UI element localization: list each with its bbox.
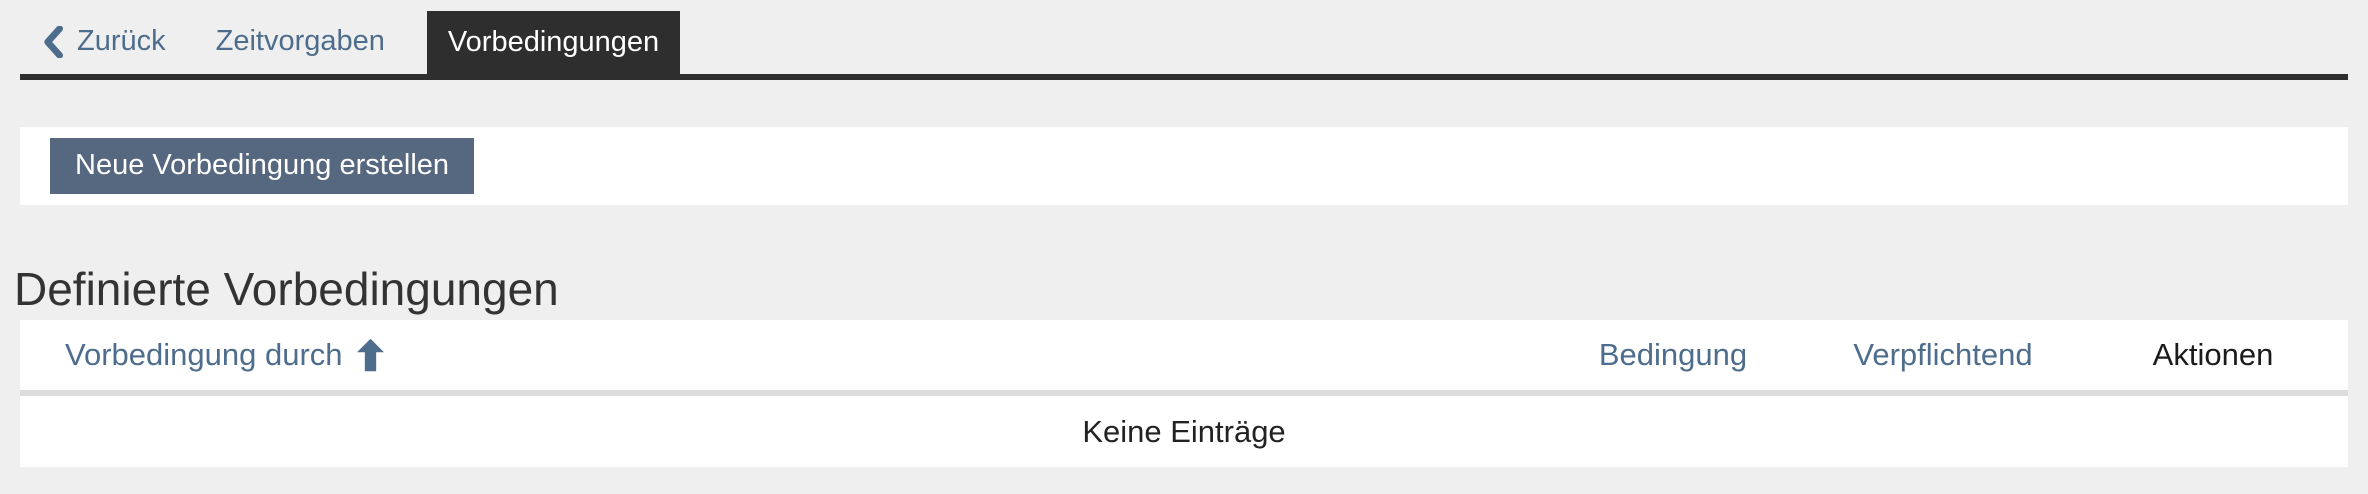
column-header-verpflichtend-cell: Verpflichtend	[1808, 337, 2078, 373]
column-header-verpflichtend[interactable]: Verpflichtend	[1853, 337, 2033, 372]
empty-message: Keine Einträge	[1082, 413, 1286, 449]
chevron-left-icon	[42, 25, 64, 58]
table-empty-row: Keine Einträge	[20, 396, 2348, 467]
arrow-up-icon	[356, 338, 384, 372]
tab-vorbedingungen-label: Vorbedingungen	[447, 26, 660, 58]
create-precondition-button[interactable]: Neue Vorbedingung erstellen	[50, 138, 475, 194]
column-header-vorbedingung-durch-label: Vorbedingung durch	[65, 337, 343, 372]
column-header-aktionen: Aktionen	[2152, 337, 2274, 372]
preconditions-table: Vorbedingung durch Bedingung Verpflichte…	[20, 320, 2348, 467]
section-heading: Definierte Vorbedingungen	[14, 263, 559, 315]
tab-back-label: Zurück	[77, 25, 166, 57]
tab-zeitvorgaben[interactable]: Zeitvorgaben	[194, 25, 407, 58]
tab-bar: Zurück Zeitvorgaben Vorbedingungen	[20, 0, 2348, 80]
column-header-vorbedingung-durch-cell: Vorbedingung durch	[20, 337, 1538, 373]
column-header-vorbedingung-durch[interactable]: Vorbedingung durch	[65, 337, 384, 373]
toolbar-panel: Neue Vorbedingung erstellen	[20, 127, 2348, 205]
table-header-row: Vorbedingung durch Bedingung Verpflichte…	[20, 320, 2348, 396]
column-header-bedingung-cell: Bedingung	[1538, 337, 1808, 373]
column-header-bedingung[interactable]: Bedingung	[1598, 337, 1748, 372]
tab-vorbedingungen-active[interactable]: Vorbedingungen	[426, 11, 681, 74]
tab-back-link[interactable]: Zurück	[20, 25, 188, 58]
tab-zeitvorgaben-label: Zeitvorgaben	[215, 25, 385, 57]
